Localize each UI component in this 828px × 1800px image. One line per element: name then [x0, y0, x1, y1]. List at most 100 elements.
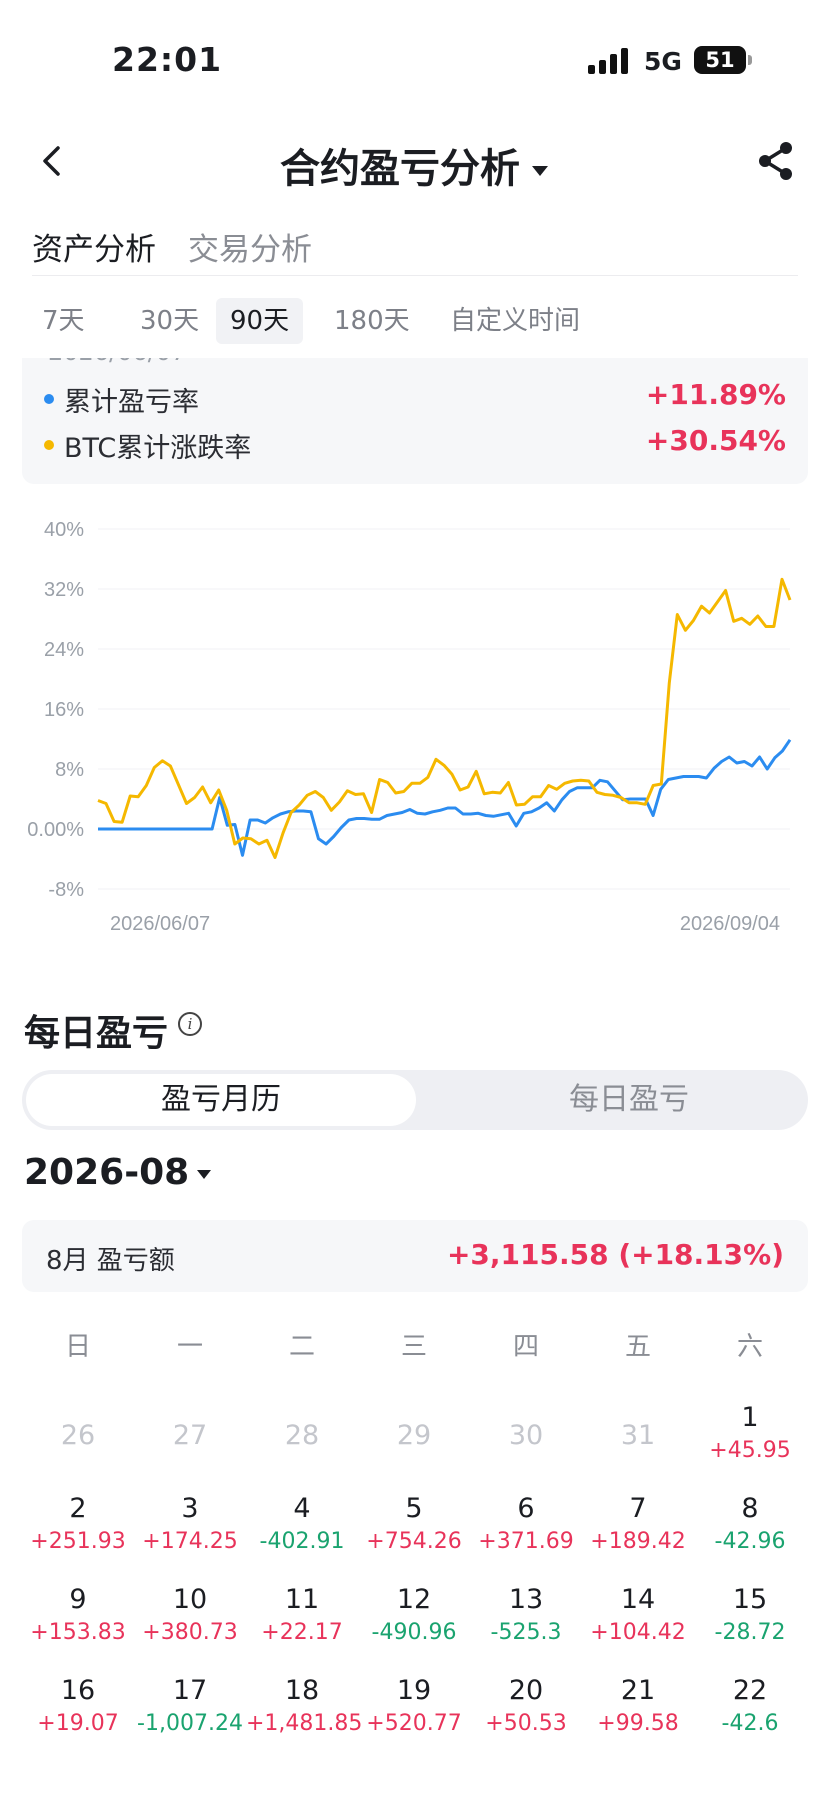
day-number: 14 — [620, 1584, 656, 1615]
info-icon[interactable]: i — [178, 1012, 202, 1036]
calendar-day-outside: 29 — [358, 1400, 470, 1480]
weekday-label: 一 — [176, 1332, 203, 1362]
toggle-calendar[interactable]: 盈亏月历 — [26, 1074, 416, 1126]
calendar-day[interactable]: 3 +174.25 — [134, 1491, 246, 1571]
weekday-label: 五 — [624, 1332, 651, 1362]
status-bar: 22:01 5G 51 — [0, 0, 828, 110]
calendar-day[interactable]: 16 +19.07 — [22, 1673, 134, 1753]
back-icon[interactable] — [38, 144, 66, 178]
day-number: 4 — [293, 1493, 311, 1524]
day-pnl: +371.69 — [478, 1529, 574, 1554]
network-label: 5G — [644, 47, 682, 76]
day-pnl: -42.96 — [714, 1529, 786, 1554]
pnl-line-chart[interactable]: 40% 32% 24% 16% 8% 0.00% -8% 2026/06/07 2026/0… — [0, 505, 828, 945]
calendar-day[interactable]: 12 -490.96 — [358, 1582, 470, 1662]
share-icon[interactable] — [756, 140, 796, 182]
day-number: 12 — [396, 1584, 432, 1615]
chevron-down-icon — [197, 1169, 212, 1179]
calendar-day[interactable]: 22 -42.6 — [694, 1673, 806, 1753]
signal-icon — [588, 48, 630, 74]
day-pnl: +45.95 — [709, 1438, 791, 1463]
tab-asset-analysis[interactable]: 资产分析 — [32, 232, 156, 268]
view-toggle: 盈亏月历 每日盈亏 — [22, 1070, 808, 1130]
day-number: 27 — [172, 1420, 208, 1451]
calendar-day-outside: 28 — [246, 1400, 358, 1480]
day-pnl: +520.77 — [366, 1711, 462, 1736]
period-90d[interactable]: 90天 — [216, 298, 304, 344]
weekday-label: 六 — [736, 1332, 763, 1362]
weekday-label: 四 — [512, 1332, 539, 1362]
daily-pnl-title: 每日盈亏 — [24, 1013, 169, 1054]
calendar-day-outside: 30 — [470, 1400, 582, 1480]
calendar-day[interactable]: 5 +754.26 — [358, 1491, 470, 1571]
chevron-down-icon — [532, 166, 548, 176]
day-number: 9 — [69, 1584, 87, 1615]
calendar-day[interactable]: 14 +104.42 — [582, 1582, 694, 1662]
y-tick-label: 24% — [44, 639, 84, 661]
calendar-day[interactable]: 20 +50.53 — [470, 1673, 582, 1753]
legend-dot — [44, 440, 54, 450]
calendar-day[interactable]: 18 +1,481.85 — [246, 1673, 362, 1753]
day-pnl: +380.73 — [142, 1620, 238, 1645]
day-number: 17 — [172, 1675, 208, 1706]
legend-item-pnl-rate: 累计盈亏率 +11.89% — [44, 378, 786, 418]
day-pnl: +754.26 — [366, 1529, 462, 1554]
day-pnl: +251.93 — [30, 1529, 126, 1554]
day-number: 5 — [405, 1493, 423, 1524]
calendar-day[interactable]: 10 +380.73 — [134, 1582, 246, 1662]
period-7d[interactable]: 7天 — [42, 306, 85, 336]
calendar-day[interactable]: 9 +153.83 — [22, 1582, 134, 1662]
series-line-btc-rate — [97, 577, 792, 859]
period-30d[interactable]: 30天 — [140, 306, 200, 336]
month-selector[interactable]: 2026-08 — [24, 1152, 212, 1193]
day-number: 30 — [508, 1420, 544, 1451]
status-time: 22:01 — [112, 40, 223, 79]
calendar-day[interactable]: 17 -1,007.24 — [134, 1673, 246, 1753]
series-line-pnl-rate — [98, 738, 792, 857]
tab-trade-analysis[interactable]: 交易分析 — [188, 232, 312, 268]
weekday-header: 日一二三四五六 — [22, 1326, 808, 1366]
period-custom[interactable]: 自定义时间 — [450, 306, 581, 336]
day-pnl: -28.72 — [714, 1620, 786, 1645]
day-pnl: +50.53 — [485, 1711, 567, 1736]
calendar-day[interactable]: 21 +99.58 — [582, 1673, 694, 1753]
day-pnl: +174.25 — [142, 1529, 238, 1554]
day-number: 26 — [60, 1420, 96, 1451]
calendar-day[interactable]: 8 -42.96 — [694, 1491, 806, 1571]
y-tick-label: 40% — [44, 519, 84, 541]
toggle-daily[interactable]: 每日盈亏 — [569, 1082, 689, 1117]
chart-y-ticks: 40% 32% 24% 16% 8% 0.00% -8% — [27, 519, 84, 901]
day-pnl: -402.91 — [259, 1529, 345, 1554]
day-pnl: +22.17 — [261, 1620, 343, 1645]
x-tick-end: 2026/09/04 — [680, 913, 780, 935]
weekday-label: 日 — [64, 1332, 91, 1362]
calendar-day[interactable]: 11 +22.17 — [246, 1582, 358, 1662]
legend-label: BTC累计涨跌率 — [64, 433, 252, 464]
page-title[interactable]: 合约盈亏分析 — [0, 136, 828, 194]
y-tick-label: 32% — [44, 579, 84, 601]
legend-dot — [44, 394, 54, 404]
battery-icon: 51 — [694, 46, 752, 74]
x-tick-start: 2026/06/07 — [110, 913, 210, 935]
main-tabs: 资产分析 交易分析 — [32, 224, 798, 276]
calendar-day[interactable]: 7 +189.42 — [582, 1491, 694, 1571]
calendar-day[interactable]: 1 +45.95 — [694, 1400, 806, 1480]
calendar-day[interactable]: 15 -28.72 — [694, 1582, 806, 1662]
month-label: 2026-08 — [24, 1152, 190, 1193]
day-pnl: +189.42 — [590, 1529, 686, 1554]
day-pnl: +19.07 — [37, 1711, 119, 1736]
period-180d[interactable]: 180天 — [334, 306, 410, 336]
legend-card: 2026/06/07 累计盈亏率 +11.89% BTC累计涨跌率 +30.54… — [22, 358, 808, 484]
day-pnl: +104.42 — [590, 1620, 686, 1645]
calendar-day[interactable]: 19 +520.77 — [358, 1673, 470, 1753]
calendar-day[interactable]: 6 +371.69 — [470, 1491, 582, 1571]
calendar-day[interactable]: 2 +251.93 — [22, 1491, 134, 1571]
day-number: 2 — [69, 1493, 87, 1524]
chart-grid — [98, 528, 790, 890]
y-tick-label: 8% — [55, 759, 84, 781]
legend-value: +30.54% — [645, 424, 786, 457]
day-number: 11 — [284, 1584, 320, 1615]
calendar-day[interactable]: 13 -525.3 — [470, 1582, 582, 1662]
day-pnl: -490.96 — [371, 1620, 457, 1645]
calendar-day[interactable]: 4 -402.91 — [246, 1491, 358, 1571]
